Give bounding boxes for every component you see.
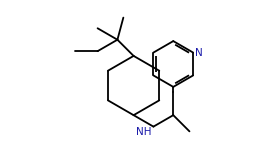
- Text: NH: NH: [136, 127, 151, 137]
- Text: N: N: [195, 48, 203, 58]
